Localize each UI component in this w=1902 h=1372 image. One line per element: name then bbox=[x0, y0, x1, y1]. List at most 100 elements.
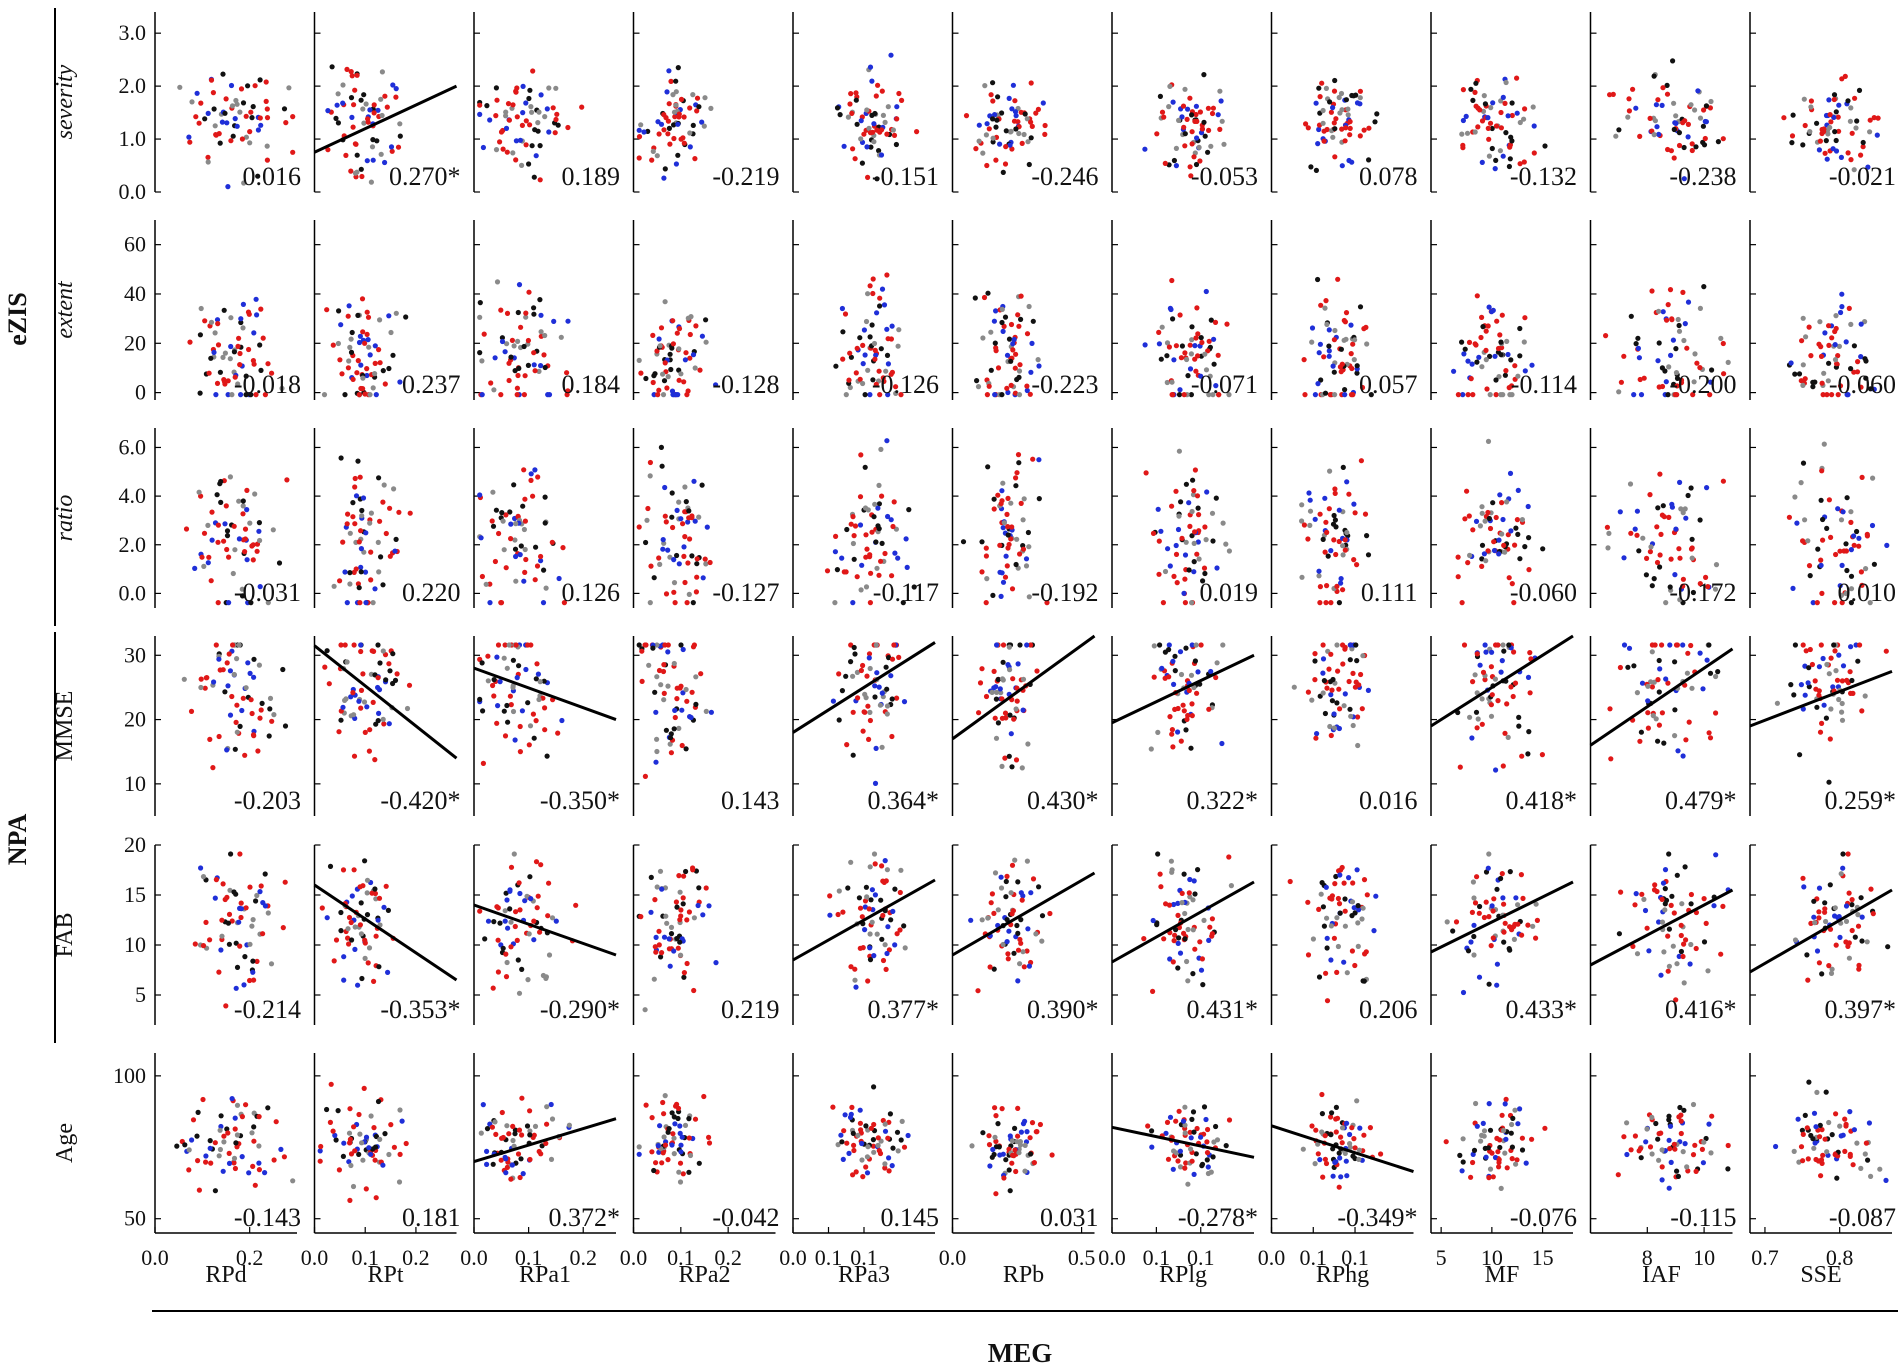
panel-extent-RPlg-point bbox=[1199, 339, 1205, 346]
panel-extent-RPa2-point bbox=[697, 367, 703, 373]
panel-MMSE-RPt-point bbox=[324, 648, 330, 654]
panel-Age-RPa3-point bbox=[875, 1142, 881, 1148]
panel-ratio-IAF-point bbox=[1683, 515, 1689, 521]
panel-MMSE-RPt-point bbox=[340, 704, 346, 710]
panel-severity-RPt-point bbox=[397, 133, 403, 139]
panel-severity-RPd-point bbox=[255, 127, 261, 133]
panel-extent-SSE-point bbox=[1818, 344, 1824, 350]
panel-ratio-MF-point bbox=[1500, 516, 1506, 523]
panel-severity-RPhg-point bbox=[1343, 125, 1349, 131]
panel-extent-RPa1-point bbox=[564, 370, 570, 376]
panel-extent-RPa2-point bbox=[667, 351, 673, 357]
panel-MMSE-RPa3-point bbox=[896, 654, 902, 661]
panel-extent-IAF-point bbox=[1673, 346, 1679, 352]
panel-MMSE-RPb-point bbox=[983, 693, 990, 700]
panel-ratio-RPt-point bbox=[358, 564, 364, 570]
panel-extent-RPlg-point bbox=[1189, 324, 1195, 330]
panel-MMSE-RPhg-point bbox=[1355, 742, 1361, 749]
panel-severity-RPd-point bbox=[234, 101, 240, 107]
panel-extent-MF-point bbox=[1478, 334, 1484, 341]
panel-Age-MF-point bbox=[1460, 1159, 1466, 1165]
panel-MMSE-RPa2-point bbox=[671, 660, 677, 667]
panel-Age-RPd-point bbox=[232, 1126, 238, 1132]
panel-ratio-RPb-point bbox=[1015, 452, 1022, 458]
panel-FAB-RPa2-point bbox=[668, 924, 675, 931]
panel-Age-RPa2-point bbox=[671, 1151, 677, 1157]
panel-FAB-RPhg-r-value: 0.206 bbox=[1359, 995, 1418, 1024]
panel-MMSE-RPa3-point bbox=[901, 699, 908, 705]
panel-severity-SSE-point bbox=[1807, 129, 1813, 135]
panel-Age-RPb-point bbox=[1022, 1168, 1028, 1174]
panel-MMSE-RPa2-point bbox=[665, 683, 671, 689]
panel-Age-MF-point bbox=[1501, 1127, 1507, 1134]
panel-FAB-RPhg-point bbox=[1337, 910, 1343, 916]
panel-extent-RPd-point bbox=[208, 319, 215, 325]
panel-ratio-MF-point bbox=[1455, 554, 1461, 560]
panel-extent-MF-point bbox=[1473, 342, 1479, 348]
panel-extent-MF-point bbox=[1465, 358, 1471, 364]
panel-FAB-RPhg-point bbox=[1356, 907, 1362, 913]
panel-ratio-RPd-point bbox=[270, 527, 276, 533]
panel-ratio-RPd-point bbox=[218, 499, 224, 505]
panel-extent-RPa1-point bbox=[518, 324, 524, 330]
panel-ratio-RPa3-point bbox=[850, 514, 856, 520]
panel-Age-RPlg-point bbox=[1163, 1130, 1169, 1136]
panel-MMSE-RPt-point bbox=[364, 704, 370, 710]
panel-ratio-RPd-point bbox=[199, 554, 205, 560]
panel-severity-RPa3-point bbox=[834, 105, 841, 111]
panel-FAB-RPhg-point bbox=[1355, 943, 1361, 950]
panel-severity-SSE-point bbox=[1865, 164, 1871, 170]
panel-MMSE-IAF-point bbox=[1626, 645, 1633, 651]
panel-FAB-MF-point bbox=[1515, 902, 1521, 908]
panel-severity-SSE-point bbox=[1822, 150, 1828, 156]
panel-extent-SSE-point bbox=[1832, 342, 1838, 348]
panel-extent-RPa1-point bbox=[522, 373, 528, 379]
panel-MMSE-RPa1-point bbox=[510, 708, 517, 715]
panel-severity-RPa1-point bbox=[520, 83, 526, 89]
panel-ratio-MF-point bbox=[1485, 548, 1491, 554]
panel-severity-RPlg-point bbox=[1182, 143, 1188, 149]
panel-extent-RPa1-point bbox=[509, 337, 515, 343]
panel-MMSE-RPa3-point bbox=[873, 745, 879, 752]
panel-Age-RPhg-point bbox=[1342, 1150, 1348, 1156]
panel-FAB-MF-point bbox=[1471, 933, 1477, 940]
panel-FAB-IAF-point bbox=[1703, 920, 1709, 927]
panel-ratio-SSE-point bbox=[1814, 600, 1820, 606]
panel-severity-RPhg-point bbox=[1316, 85, 1322, 91]
panel-severity-RPb-point bbox=[973, 146, 979, 152]
panel-FAB-RPa3-point bbox=[836, 888, 842, 894]
panel-FAB-SSE-point bbox=[1827, 882, 1833, 888]
panel-ratio-RPa2-point bbox=[660, 546, 666, 552]
panel-ratio-IAF-point bbox=[1657, 552, 1663, 558]
panel-ratio-RPlg-point bbox=[1194, 493, 1201, 499]
panel-FAB-RPa3-point bbox=[869, 887, 876, 893]
panel-extent-IAF-point bbox=[1682, 321, 1688, 327]
panel-severity-RPd-point bbox=[247, 140, 253, 146]
panel-ratio-RPa3-point bbox=[891, 499, 897, 505]
panel-FAB-RPa1-point bbox=[519, 966, 525, 973]
panel-MMSE-MF-point bbox=[1506, 642, 1512, 648]
panel-extent-RPa1-point bbox=[565, 318, 571, 324]
panel-Age-RPlg-point bbox=[1203, 1116, 1209, 1123]
panel-Age-RPa2-point bbox=[669, 1142, 675, 1148]
panel-severity-RPhg-point bbox=[1366, 157, 1372, 163]
panel-ratio-RPa1-point bbox=[513, 521, 519, 527]
panel-ratio-RPa2-point bbox=[702, 556, 708, 562]
panel-ratio-RPlg-point bbox=[1192, 467, 1198, 473]
panel-ratio-IAF-point bbox=[1690, 589, 1696, 596]
panel-FAB-RPb-point bbox=[998, 885, 1005, 891]
panel-severity-RPlg-point bbox=[1187, 95, 1193, 101]
panel-ratio-RPlg-r-value: 0.019 bbox=[1200, 578, 1259, 607]
panel-MMSE-RPa1-point bbox=[514, 675, 520, 681]
panel-ratio-RPa3-point bbox=[879, 493, 885, 499]
panel-FAB-RPlg-point bbox=[1186, 890, 1192, 896]
panel-ratio-RPhg-point bbox=[1352, 510, 1358, 516]
panel-FAB-RPhg-point bbox=[1327, 895, 1333, 901]
panel-MMSE-RPa2-point bbox=[678, 642, 684, 648]
panel-FAB-RPt-point bbox=[365, 960, 371, 966]
panel-ratio-RPlg-point bbox=[1169, 503, 1175, 509]
panel-ratio-RPb-point bbox=[983, 545, 989, 551]
panel-Age-RPa1-point bbox=[506, 1131, 512, 1137]
panel-FAB-IAF-point bbox=[1678, 932, 1684, 939]
panel-ratio-RPa1-point bbox=[508, 521, 514, 527]
